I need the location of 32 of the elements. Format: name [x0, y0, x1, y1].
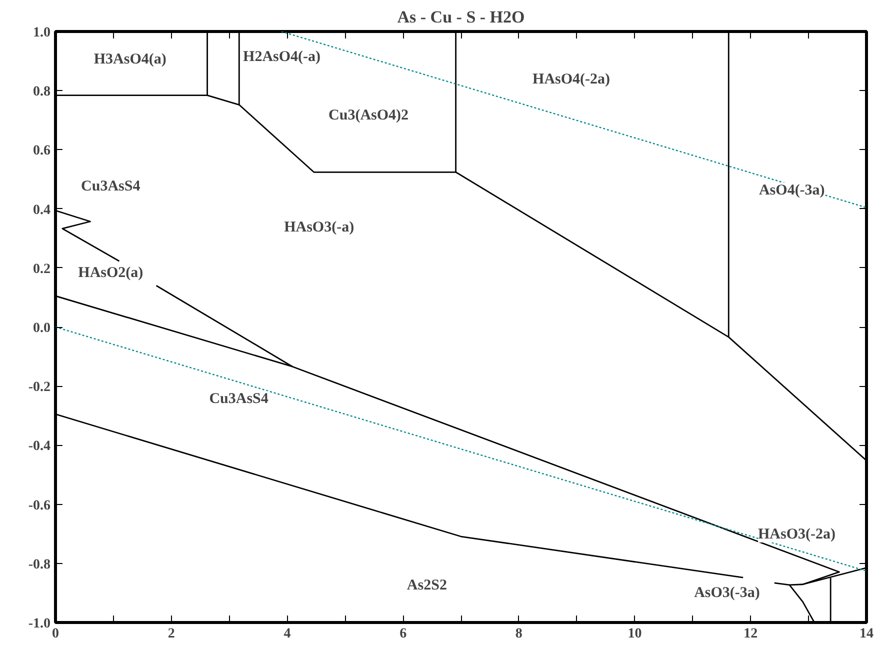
annotation: H2AsO4(-a): [243, 48, 321, 65]
y-tick-label: 0.8: [33, 84, 50, 100]
y-tick-label: 0.0: [33, 321, 50, 336]
annotation: AsO3(-3a): [694, 584, 760, 601]
annotation: AsO4(-3a): [758, 182, 825, 198]
y-tick-label: 0.2: [33, 262, 50, 277]
annotation: HAsO3(-a): [284, 220, 354, 236]
x-tick-label: 14: [860, 626, 874, 642]
y-tick-label: 0.6: [33, 144, 50, 159]
annotation: Cu3AsS4: [81, 178, 141, 194]
y-tick-label: -0.2: [28, 380, 51, 396]
y-tick-label: -1.0: [28, 616, 51, 632]
x-tick-label: 4: [284, 626, 291, 642]
x-tick-label: 2: [168, 626, 175, 642]
annotation: HAsO2(a): [78, 265, 144, 282]
y-tick-label: 1.0: [33, 26, 50, 40]
chart-title: As - Cu - S - H2O: [397, 8, 525, 26]
annotation: HAsO3(-2a): [758, 526, 836, 542]
annotation: Cu3(AsO4)2: [328, 107, 409, 124]
x-tick-label: 8: [515, 626, 522, 642]
y-tick-label: -0.8: [28, 557, 51, 572]
annotation: Cu3AsS4: [209, 391, 269, 408]
y-tick-label: -0.4: [28, 439, 51, 454]
annotation: As2S2: [406, 577, 447, 594]
x-tick-label: 10: [628, 626, 642, 642]
x-tick-label: 0: [52, 626, 59, 642]
x-tick-label: 12: [744, 626, 758, 642]
y-tick-label: -0.6: [28, 498, 51, 514]
annotation: HAsO4(-2a): [532, 71, 610, 88]
x-tick-label: 6: [400, 626, 407, 642]
y-tick-label: 0.4: [33, 202, 50, 218]
annotation: H3AsO4(a): [94, 51, 166, 68]
